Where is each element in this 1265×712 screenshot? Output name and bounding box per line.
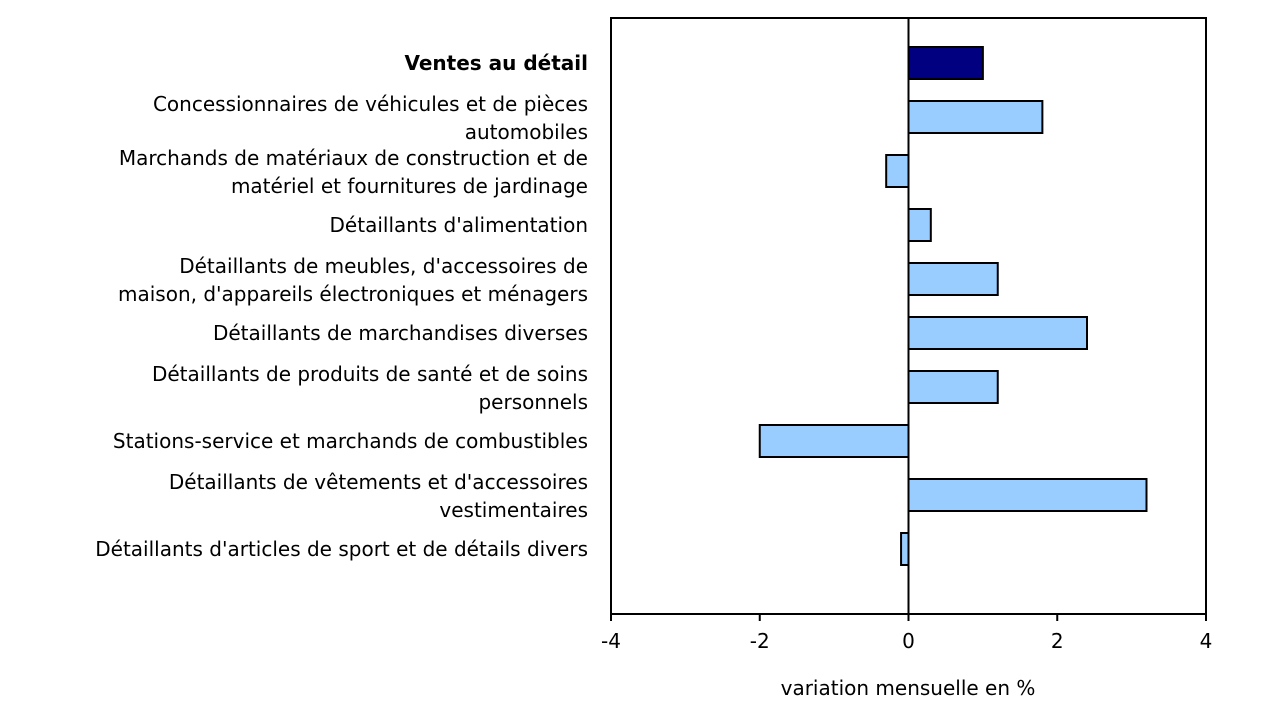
category-label-8: Détaillants de vêtements et d'accessoire…: [169, 470, 588, 494]
category-label-1: Concessionnaires de véhicules et de pièc…: [153, 92, 588, 116]
category-label-9: Détaillants d'articles de sport et de dé…: [95, 537, 588, 561]
bar-3: [907, 208, 932, 242]
x-tick-label: 2: [1051, 629, 1064, 653]
bar-9: [900, 532, 910, 566]
category-label-2: matériel et fournitures de jardinage: [231, 174, 588, 198]
category-label-1: automobiles: [465, 120, 588, 144]
category-label-3: Détaillants d'alimentation: [330, 213, 588, 237]
category-label-6: personnels: [478, 390, 588, 414]
category-label-5: Détaillants de marchandises diverses: [213, 321, 588, 345]
x-tick-label: 0: [902, 629, 915, 653]
category-label-4: maison, d'appareils électroniques et mén…: [118, 282, 588, 306]
bar-5: [907, 316, 1088, 350]
bar-4: [907, 262, 999, 296]
category-label-7: Stations-service et marchands de combust…: [113, 429, 588, 453]
bar-1: [907, 100, 1044, 134]
category-label-6: Détaillants de produits de santé et de s…: [152, 362, 588, 386]
category-label-2: Marchands de matériaux de construction e…: [119, 146, 588, 170]
x-tick-label: -2: [750, 629, 770, 653]
bar-6: [907, 370, 999, 404]
category-label-8: vestimentaires: [439, 498, 588, 522]
x-tick-label: 4: [1200, 629, 1213, 653]
x-axis-label: variation mensuelle en %: [781, 676, 1036, 700]
bar-0: [907, 46, 984, 80]
bar-8: [907, 478, 1148, 512]
category-label-0: Ventes au détail: [404, 51, 588, 75]
bar-7: [758, 424, 910, 458]
bar-2: [885, 154, 910, 188]
x-tick-label: -4: [601, 629, 621, 653]
category-label-4: Détaillants de meubles, d'accessoires de: [179, 254, 588, 278]
